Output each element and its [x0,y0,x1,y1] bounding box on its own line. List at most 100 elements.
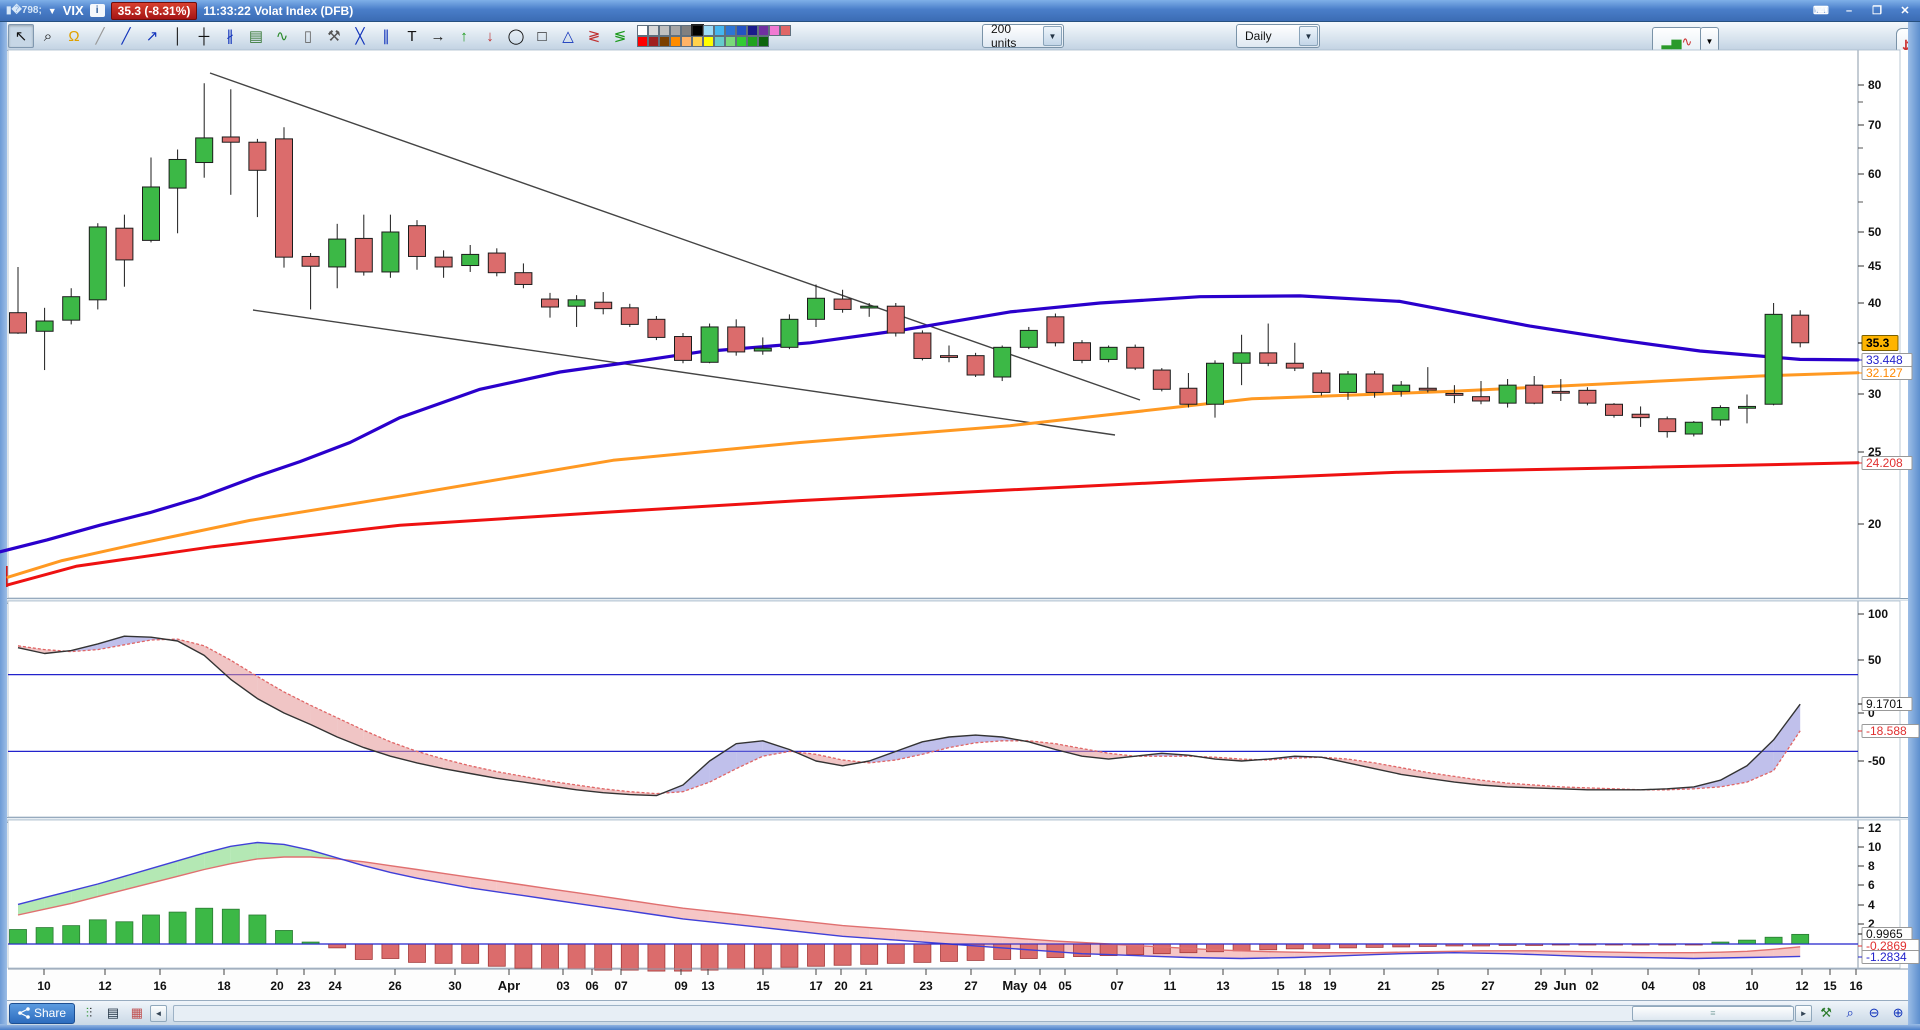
color-swatch[interactable] [637,25,648,36]
ruler-tool-icon[interactable]: ╱ [95,28,105,45]
svg-text:05: 05 [1058,979,1072,993]
svg-text:20: 20 [270,979,284,993]
vertical-line-tool-icon[interactable]: │ [173,27,183,45]
color-swatch[interactable] [670,36,681,47]
minimize-button[interactable]: – [1845,4,1853,17]
scroll-right-button[interactable]: ► [1795,1004,1813,1022]
parallel-tool-icon[interactable]: ∥ [382,28,390,45]
elliott-tool-icon[interactable]: ≶ [613,28,627,45]
arrow-up-tool-icon[interactable]: ↑ [460,27,468,45]
units-dropdown-arrow-icon[interactable]: ▼ [1043,26,1062,46]
timeframe-dropdown[interactable]: Daily ▼ [1236,24,1320,48]
horizontal-scrollbar-thumb[interactable]: ≡ [1631,1005,1794,1021]
chart-options-icon[interactable]: ⚒ [1820,1005,1832,1020]
svg-text:27: 27 [964,979,978,993]
svg-text:12: 12 [1795,979,1809,993]
svg-text:-50: -50 [1868,754,1886,768]
zoom-tool-icon[interactable]: ⌕ [43,27,53,45]
color-swatch[interactable] [659,25,670,36]
segment-tool-icon[interactable]: ↗ [145,28,159,45]
color-swatch[interactable] [747,25,758,36]
triangle-tool-icon[interactable]: △ [562,28,574,45]
svg-text:06: 06 [585,979,599,993]
color-swatch[interactable] [648,36,659,47]
color-swatch[interactable] [736,36,747,47]
color-swatch[interactable] [758,25,769,36]
delete-tool-icon[interactable]: ▯ [303,28,313,45]
color-swatch[interactable] [725,25,736,36]
color-swatch[interactable] [692,36,703,47]
smi-axis-labels: 100 50 0 -50 [1858,607,1888,768]
svg-text:45: 45 [1868,259,1882,273]
news-icon[interactable]: ▤ [106,1005,120,1020]
color-swatch[interactable] [725,36,736,47]
bottom-toolbar: Share ⫶ ⫶ ▤ ▦ ◄ ≡ ► ⚒ ⌕ ⊖ ⊕ [7,1000,1908,1025]
color-swatch[interactable] [758,36,769,47]
svg-text:03: 03 [556,979,570,993]
candlestick-view-icon[interactable]: ⫶ ⫶ [85,1005,93,1020]
horizontal-scrollbar-track[interactable]: ≡ [172,1004,1794,1022]
svg-text:80: 80 [1868,78,1882,92]
zoom-in-icon[interactable]: ⊕ [1892,1005,1904,1020]
color-palette[interactable] [637,24,797,48]
color-swatch[interactable] [691,24,704,37]
color-swatch[interactable] [670,25,681,36]
svg-text:20: 20 [834,979,848,993]
color-swatch[interactable] [714,36,725,47]
pattern-tool-icon[interactable]: ∿ [275,28,289,45]
arrow-right-tool-icon[interactable]: → [430,27,446,45]
color-swatch[interactable] [648,25,659,36]
window-left-edge [0,22,7,1030]
share-button[interactable]: Share [9,1002,76,1024]
macd-plot [8,841,1858,972]
svg-text:Jun: Jun [1553,978,1576,993]
color-swatch[interactable] [736,25,747,36]
svg-text:07: 07 [614,979,628,993]
ellipse-tool-icon[interactable]: ◯ [507,28,525,45]
horizontal-line-tool-icon[interactable]: ┼ [198,27,210,45]
info-icon[interactable]: i [89,4,105,17]
svg-text:40: 40 [1868,296,1882,310]
vertical-scrollbar[interactable] [1908,22,1920,1030]
svg-text:27: 27 [1481,979,1495,993]
color-swatch[interactable] [681,25,692,36]
svg-text:13: 13 [1216,979,1230,993]
color-swatch[interactable] [780,25,791,36]
svg-text:29: 29 [1534,979,1548,993]
trendline-tool-icon[interactable]: ╱ [121,28,131,45]
text-tool-icon[interactable]: T [407,27,417,45]
cross-tool-icon[interactable]: ╳ [355,28,365,45]
alarm-tool-icon[interactable]: Ω [68,27,80,45]
color-swatch[interactable] [714,25,725,36]
units-value: 200 units [991,22,1017,50]
svg-text:-18.588: -18.588 [1866,724,1907,738]
color-swatch[interactable] [681,36,692,47]
color-swatch[interactable] [769,25,780,36]
symbol-dropdown-icon[interactable]: ▼ [47,5,57,16]
smi-plot [17,635,1801,797]
color-swatch[interactable] [703,36,714,47]
chart-settings-tool-icon[interactable]: ▤ [248,28,264,45]
restore-button[interactable]: ❐ [1872,5,1882,17]
tools-hammer-icon[interactable]: ⚒ [327,28,341,45]
pointer-tool-icon[interactable]: ↖ [8,24,34,48]
arrow-down-tool-icon[interactable]: ↓ [486,27,494,45]
close-button[interactable]: ✕ [1900,5,1910,17]
timeframe-dropdown-arrow-icon[interactable]: ▼ [1299,26,1318,46]
color-swatch[interactable] [703,25,714,36]
scroll-left-button[interactable]: ◄ [149,1004,167,1022]
volume-profile-icon[interactable]: ▦ [130,1005,144,1020]
zoom-out-icon[interactable]: ⊖ [1868,1005,1880,1020]
keyboard-icon[interactable]: ⌨ [1813,5,1829,17]
color-swatch[interactable] [637,36,648,47]
zoom-select-icon[interactable]: ⌕ [1846,1005,1854,1020]
rectangle-tool-icon[interactable]: □ [537,27,547,45]
svg-text:12: 12 [98,979,112,993]
color-swatch[interactable] [659,36,670,47]
zigzag-tool-icon[interactable]: ≷ [587,28,601,45]
units-dropdown[interactable]: 200 units ▼ [982,22,1064,50]
color-swatch[interactable] [747,36,758,47]
fan-lines-tool-icon[interactable]: ∦ [226,28,234,45]
add-indicator-dropdown-arrow-icon[interactable]: ▼ [1700,27,1719,56]
